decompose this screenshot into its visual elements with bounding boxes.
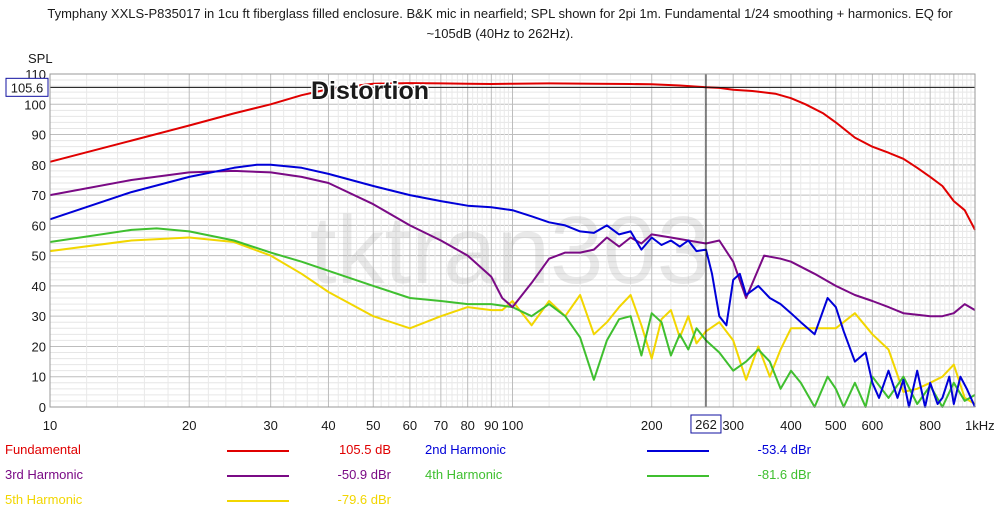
cursor-x-label: 262 (695, 417, 717, 432)
y-tick-label: 60 (32, 218, 46, 233)
y-tick-label: 90 (32, 128, 46, 143)
legend-name: 2nd Harmonic (425, 442, 506, 457)
x-tick-label: 400 (780, 418, 802, 433)
x-tick-label: 40 (321, 418, 335, 433)
y-tick-label: 0 (39, 400, 46, 415)
y-tick-label: 80 (32, 158, 46, 173)
y-tick-label: 50 (32, 249, 46, 264)
legend-item-5th-harmonic: 5th Harmonic -79.6 dBr (5, 486, 405, 511)
legend-item-4th-harmonic: 4th Harmonic -81.6 dBr (425, 461, 825, 486)
legend-swatch (227, 450, 289, 452)
series-lines (49, 82, 976, 408)
x-tick-label: 30 (263, 418, 277, 433)
legend: Fundamental 105.5 dB 2nd Harmonic -53.4 dBr… (0, 436, 1000, 518)
plot-frame (49, 73, 976, 408)
watermark: tktran303 (310, 197, 710, 304)
legend-swatch (647, 475, 709, 477)
legend-name: Fundamental (5, 442, 81, 457)
legend-item-3rd-harmonic: 3rd Harmonic -50.9 dBr (5, 461, 405, 486)
legend-swatch (227, 500, 289, 502)
y-axis-label: SPL (28, 51, 53, 66)
y-tick-label: 20 (32, 339, 46, 354)
x-tick-label: 600 (862, 418, 884, 433)
legend-value: -79.6 dBr (337, 492, 391, 507)
legend-item-2nd-harmonic: 2nd Harmonic -53.4 dBr (425, 436, 825, 461)
series-line-3rd-harmonic (49, 169, 976, 318)
annotation-text: Distortion (311, 77, 429, 105)
legend-item-fundamental: Fundamental 105.5 dB (5, 436, 405, 461)
plot-area: tktran303 Distortion SPL 0 10 20 30 40 50 60 70 80 9… (5, 51, 995, 434)
cursor-y-readout: 105.6 (5, 77, 49, 97)
grid (49, 73, 976, 408)
y-tick-label: 70 (32, 188, 46, 203)
legend-name: 4th Harmonic (425, 467, 503, 482)
x-tick-label: 50 (366, 418, 380, 433)
x-tick-label: 80 (460, 418, 474, 433)
legend-name: 3rd Harmonic (5, 467, 84, 482)
series-line-4th-harmonic (49, 227, 976, 408)
series-line-fundamental (49, 82, 976, 231)
series-line-2nd-harmonic (49, 163, 976, 408)
legend-value: -81.6 dBr (757, 467, 811, 482)
x-tick-label: 500 (825, 418, 847, 433)
x-tick-label: 200 (641, 418, 663, 433)
x-tick-label: 10 (43, 418, 57, 433)
y-tick-label: 100 (24, 97, 46, 112)
cursor-x-box (690, 414, 722, 434)
legend-swatch (647, 450, 709, 452)
legend-value: -50.9 dBr (337, 467, 391, 482)
cursor-x-readout: 262 (690, 414, 722, 434)
x-tick-label: 20 (182, 418, 196, 433)
x-tick-label: 60 (403, 418, 417, 433)
chart-title-line-1: Tymphany XXLS-P835017 in 1cu ft fibergla… (47, 6, 953, 21)
cursor-y-box (5, 77, 49, 97)
x-tick-label: 90 (484, 418, 498, 433)
legend-name: 5th Harmonic (5, 492, 83, 507)
x-tick-label: 100 (502, 418, 524, 433)
cursor-y-label: 105.6 (11, 80, 44, 95)
series-line-5th-harmonic (49, 236, 976, 405)
legend-swatch (227, 475, 289, 477)
legend-value: -53.4 dBr (757, 442, 811, 457)
legend-value: 105.5 dB (338, 442, 391, 457)
x-tick-label: 800 (919, 418, 941, 433)
chart-title: Tymphany XXLS-P835017 in 1cu ft fibergla… (0, 4, 1000, 44)
x-tick-label: 70 (434, 418, 448, 433)
x-tick-label: 300 (722, 418, 744, 433)
y-tick-label: 30 (32, 309, 46, 324)
chart-title-line-2: ~105dB (40Hz to 262Hz). (426, 26, 574, 41)
x-tick-label: 1kHz (965, 418, 995, 433)
y-tick-label: 10 (32, 370, 46, 385)
y-tick-label: 40 (32, 279, 46, 294)
